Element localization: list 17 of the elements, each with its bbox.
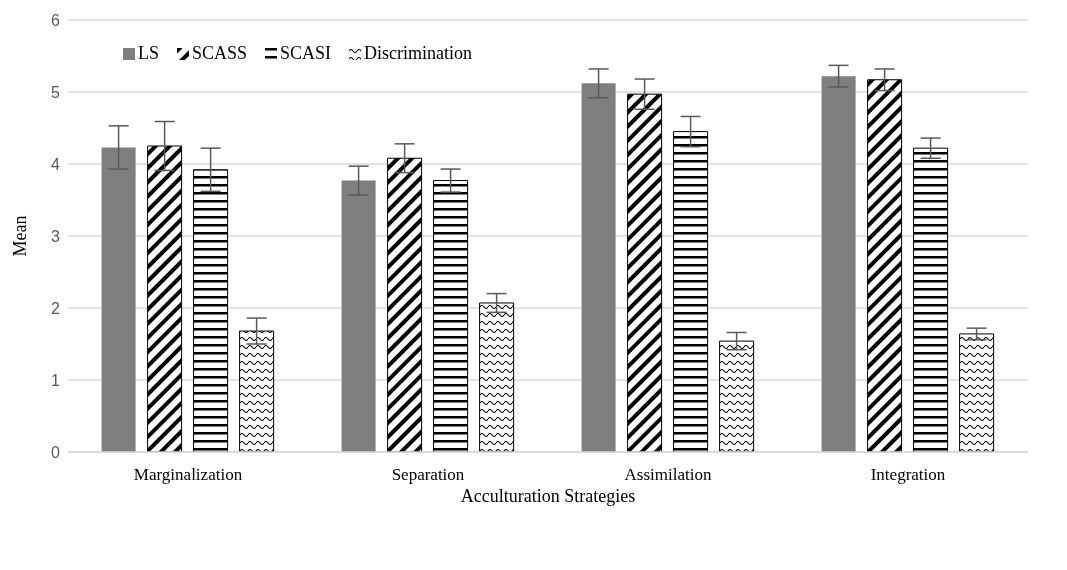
x-tick-label: Separation: [391, 465, 465, 485]
legend-label: SCASI: [279, 43, 332, 64]
x-axis-title: Acculturation Strategies: [460, 486, 636, 506]
legend-label: Discrimination: [363, 43, 473, 64]
legend-label: LS: [137, 43, 160, 64]
x-tick-label: Assimilation: [624, 465, 712, 485]
y-tick-label: 6: [51, 11, 61, 29]
y-tick-label: 2: [51, 299, 61, 317]
y-tick-label: 4: [51, 155, 61, 173]
x-tick-label: Integration: [870, 465, 946, 485]
legend-label: SCASS: [191, 43, 248, 64]
y-tick-label: 5: [51, 83, 61, 101]
x-tick-label: Marginalization: [133, 465, 243, 485]
y-axis-title: Mean: [10, 215, 31, 257]
y-tick-label: 0: [51, 443, 61, 461]
y-tick-label: 1: [51, 371, 61, 389]
y-tick-label: 3: [51, 227, 61, 245]
